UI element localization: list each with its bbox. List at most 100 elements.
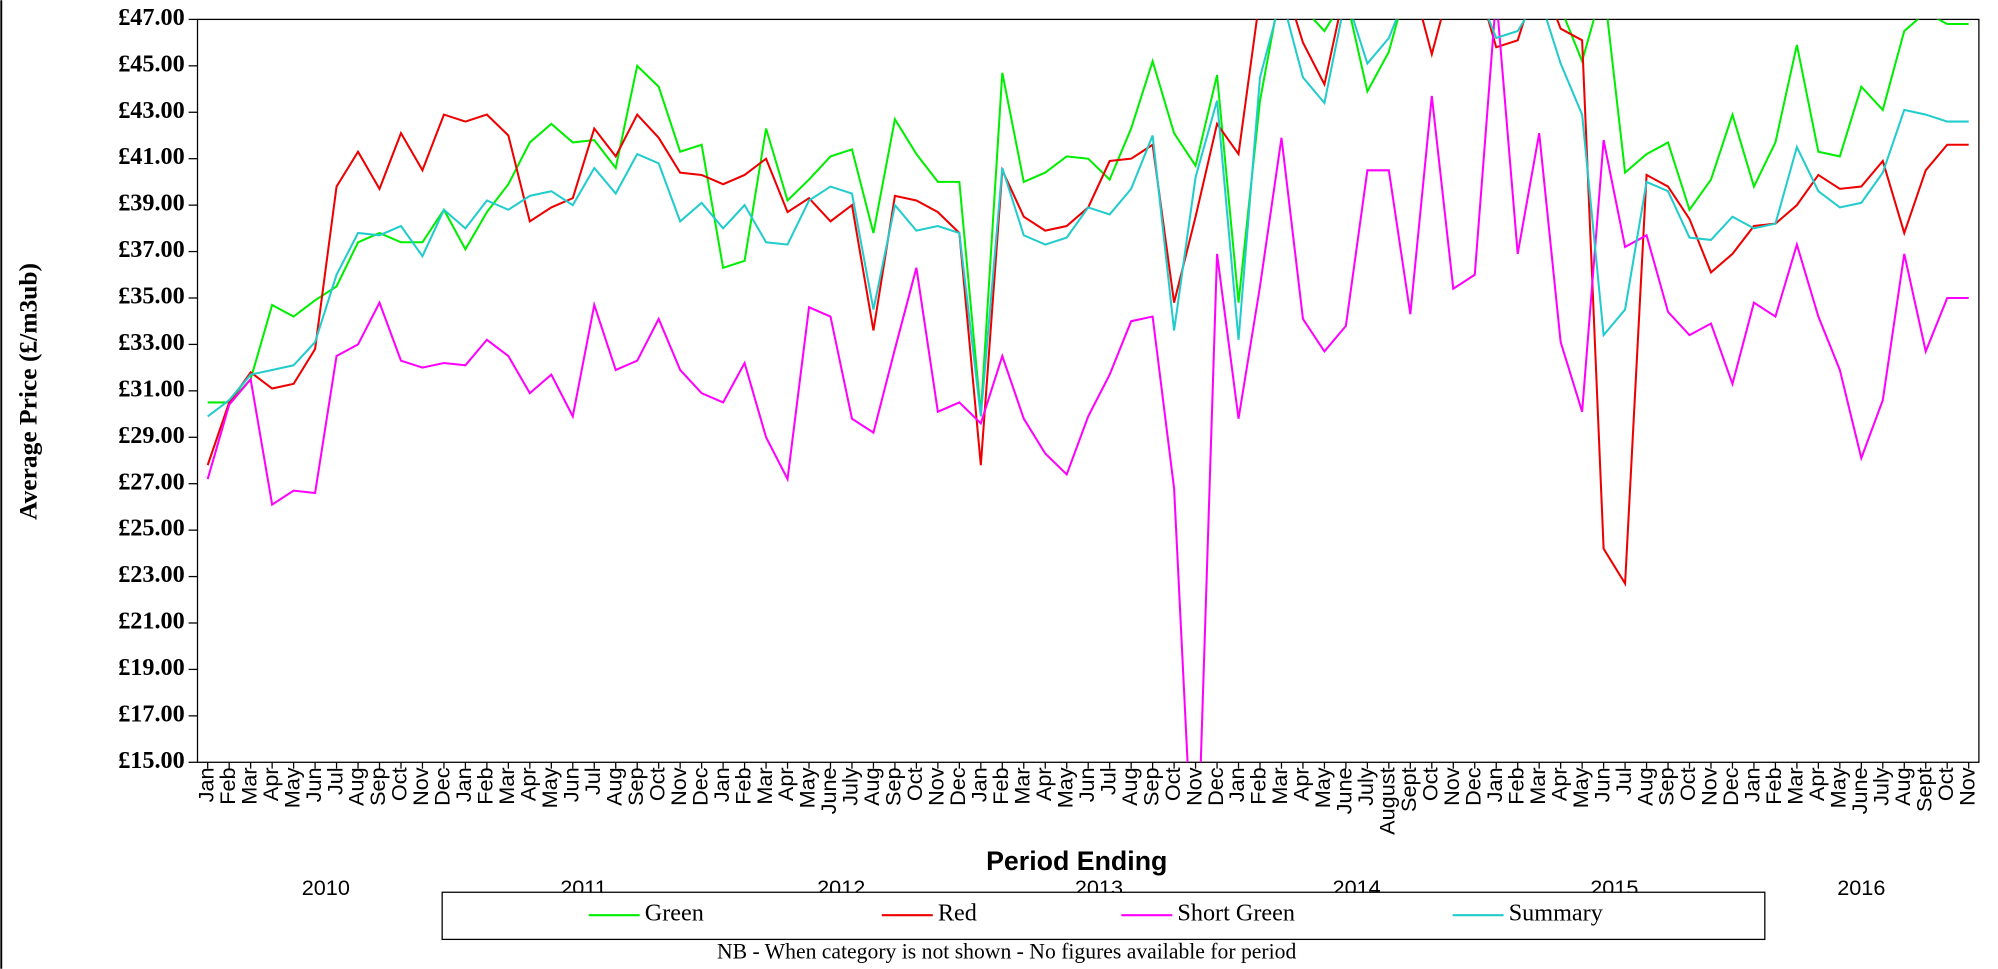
legend-label: Short Green bbox=[1177, 900, 1295, 927]
x-tick-label: Oct bbox=[644, 767, 669, 801]
x-tick-label: Oct bbox=[1675, 767, 1700, 801]
y-tick-label: £41.00 bbox=[118, 143, 185, 170]
x-tick-label: Dec bbox=[945, 767, 970, 806]
x-tick-label: Aug bbox=[859, 767, 884, 806]
x-tick-label: Feb bbox=[1761, 767, 1786, 804]
x-tick-label: Sep bbox=[1654, 767, 1679, 806]
x-tick-label: Feb bbox=[988, 767, 1013, 804]
x-tick-label: Apr bbox=[516, 767, 541, 801]
x-tick-label: Aug bbox=[1632, 767, 1657, 806]
x-tick-label: Jan bbox=[1224, 767, 1249, 802]
x-tick-label: Jan bbox=[1482, 767, 1507, 802]
x-tick-label: Mar bbox=[1267, 767, 1292, 804]
x-tick-label: Nov bbox=[1181, 767, 1206, 806]
x-tick-label: Jun bbox=[301, 767, 326, 802]
x-tick-label: Sep bbox=[623, 767, 648, 806]
x-tick-label: Oct bbox=[387, 767, 412, 801]
x-tick-label: May bbox=[1052, 767, 1077, 808]
series-line bbox=[206, 19, 1969, 763]
legend-box bbox=[441, 891, 1766, 941]
x-tick-label: May bbox=[1568, 767, 1593, 808]
x-tick-label: July bbox=[1353, 767, 1378, 806]
x-axis-label: Period Ending bbox=[986, 846, 1167, 876]
note: NB - When category is not shown - No fig… bbox=[717, 939, 1297, 963]
x-tick-label: Apr bbox=[1289, 767, 1314, 801]
x-tick-label: June bbox=[1847, 767, 1872, 814]
x-tick-label: Jul bbox=[322, 767, 347, 795]
x-tick-label: Sep bbox=[1138, 767, 1163, 806]
x-tick-label: Nov bbox=[924, 767, 949, 806]
x-tick-label: Oct bbox=[902, 767, 927, 801]
x-tick-label: Dec bbox=[1460, 767, 1485, 806]
x-tick-label: Mar bbox=[1525, 767, 1550, 804]
y-tick-label: £37.00 bbox=[118, 236, 185, 263]
series-line bbox=[207, 19, 1969, 418]
plot-area bbox=[196, 18, 1980, 763]
x-tick-label: Jan bbox=[451, 767, 476, 802]
x-tick-label: July bbox=[1869, 767, 1894, 806]
x-tick-label: Feb bbox=[473, 767, 498, 804]
x-tick-label: Sept bbox=[1396, 767, 1421, 812]
x-tick-label: July bbox=[838, 767, 863, 806]
x-tick-label: Sep bbox=[365, 767, 390, 806]
x-tick-label: Mar bbox=[1783, 767, 1808, 804]
year-label: 2016 bbox=[1837, 875, 1885, 900]
x-tick-label: Dec bbox=[1203, 767, 1228, 806]
x-tick-label: Nov bbox=[666, 767, 691, 806]
x-tick-label: Dec bbox=[687, 767, 712, 806]
y-tick-label: £39.00 bbox=[118, 190, 185, 217]
x-tick-label: Jan bbox=[1740, 767, 1765, 802]
x-tick-label: Apr bbox=[1546, 767, 1571, 801]
x-tick-label: Jul bbox=[580, 767, 605, 795]
x-tick-label: May bbox=[1310, 767, 1335, 808]
x-tick-label: Aug bbox=[601, 767, 626, 806]
legend-label: Red bbox=[938, 900, 977, 927]
x-tick-label: Feb bbox=[1246, 767, 1271, 804]
x-tick-label: Aug bbox=[1890, 767, 1915, 806]
y-tick-label: £33.00 bbox=[118, 329, 185, 356]
x-tick-label: Jan bbox=[967, 767, 992, 802]
x-tick-label: Dec bbox=[430, 767, 455, 806]
y-tick-label: £43.00 bbox=[118, 97, 185, 124]
x-tick-label: Feb bbox=[730, 767, 755, 804]
y-tick-label: £17.00 bbox=[118, 700, 185, 727]
y-tick-label: £27.00 bbox=[118, 468, 185, 495]
x-tick-label: Mar bbox=[1009, 767, 1034, 804]
x-tick-label: Feb bbox=[1503, 767, 1528, 804]
series-line bbox=[206, 19, 1969, 587]
y-tick-label: £29.00 bbox=[118, 422, 185, 449]
y-axis-label: Average Price (£/m3ub) bbox=[13, 263, 42, 520]
x-tick-label: Jul bbox=[1611, 767, 1636, 795]
x-tick-label: Dec bbox=[1718, 767, 1743, 806]
x-tick-label: Jun bbox=[559, 767, 584, 802]
y-tick-label: £31.00 bbox=[118, 375, 185, 402]
x-tick-label: Sep bbox=[881, 767, 906, 806]
y-tick-label: £47.00 bbox=[118, 4, 185, 31]
x-tick-label: Jun bbox=[1074, 767, 1099, 802]
y-tick-label: £19.00 bbox=[118, 654, 185, 681]
legend-label: Green bbox=[645, 900, 704, 927]
x-tick-label: Jan bbox=[709, 767, 734, 802]
x-tick-label: June bbox=[816, 767, 841, 814]
y-tick-label: £25.00 bbox=[118, 515, 185, 542]
x-tick-label: Mar bbox=[236, 767, 261, 804]
x-tick-label: Apr bbox=[773, 767, 798, 801]
x-tick-label: Nov bbox=[1439, 767, 1464, 806]
legend-label: Summary bbox=[1509, 900, 1603, 927]
y-tick-label: £35.00 bbox=[118, 283, 185, 310]
x-tick-label: Mar bbox=[752, 767, 777, 804]
y-tick-label: £45.00 bbox=[118, 50, 185, 77]
x-tick-label: Nov bbox=[408, 767, 433, 806]
series-line bbox=[207, 19, 1969, 415]
x-tick-label: Oct bbox=[1418, 767, 1443, 801]
x-tick-label: Nov bbox=[1697, 767, 1722, 806]
y-tick-label: £21.00 bbox=[118, 608, 185, 635]
x-tick-label: Nov bbox=[1954, 767, 1979, 806]
x-tick-label: May bbox=[279, 767, 304, 808]
x-tick-label: Jul bbox=[1095, 767, 1120, 795]
x-tick-label: Feb bbox=[215, 767, 240, 804]
x-tick-label: June bbox=[1332, 767, 1357, 814]
x-tick-label: Jan bbox=[193, 767, 218, 802]
x-tick-label: Aug bbox=[1117, 767, 1142, 806]
